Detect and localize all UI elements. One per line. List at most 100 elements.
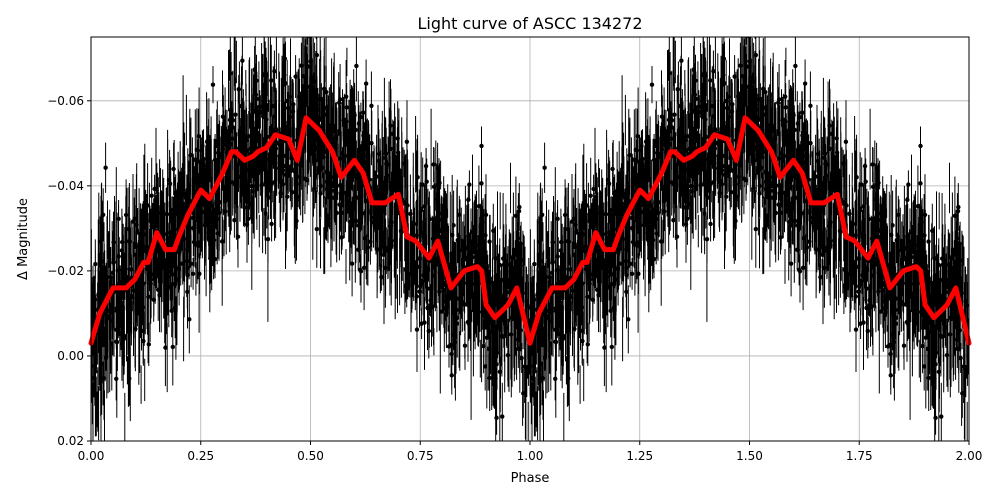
data-point [396,167,401,172]
data-point [184,258,190,264]
data-point [608,308,613,314]
data-point [385,245,391,250]
data-point [957,275,962,280]
data-point [638,148,643,153]
data-point [204,139,210,144]
data-point [542,332,547,337]
data-point [834,179,839,184]
data-point [540,280,546,285]
data-point [249,124,254,130]
data-point [188,261,194,267]
data-point [107,308,112,314]
data-point [558,248,564,253]
data-point [687,146,692,152]
data-point [287,114,293,120]
data-point [653,216,659,222]
data-point [751,138,756,143]
data-point [538,259,544,264]
data-point [146,294,151,300]
data-point [222,198,228,204]
data-point [435,182,441,187]
data-point [790,146,795,152]
data-point [802,81,808,86]
data-point [722,81,727,86]
data-point [953,280,958,285]
data-point [536,349,541,354]
data-point [111,260,116,265]
data-point [209,209,215,214]
data-point [237,174,242,180]
data-point [190,215,196,221]
data-point [823,161,828,167]
data-point [232,217,237,223]
data-point [137,293,142,299]
data-point [254,186,260,192]
data-point [605,177,611,183]
data-point [358,200,363,205]
data-point [626,317,631,322]
data-point [713,127,718,133]
data-point [491,228,496,233]
data-point [299,157,304,163]
data-point [204,163,210,169]
data-point [879,280,885,285]
data-point [687,201,692,207]
data-point [827,146,833,152]
data-point [824,173,829,178]
data-point [697,109,702,115]
data-point [319,165,325,170]
data-point [126,238,132,244]
data-point [339,235,344,240]
data-point [170,272,175,277]
data-point [615,208,621,214]
data-point [818,274,823,280]
data-point [476,203,482,209]
data-point [442,299,448,304]
data-point [692,73,697,79]
data-point [627,152,632,158]
data-point [492,371,497,377]
data-point [673,162,678,168]
data-point [196,133,201,139]
data-point [905,197,910,203]
data-point [314,226,320,232]
data-point [325,179,330,184]
data-point [250,110,256,115]
data-point [484,325,490,330]
data-point [933,415,938,421]
data-point [313,173,318,178]
x-tick-label: 1.50 [736,449,763,463]
data-point [191,225,196,231]
data-point [550,260,555,265]
data-point [760,86,766,92]
data-point [712,166,718,171]
data-point [519,355,524,361]
data-point [722,172,728,177]
data-point [536,294,541,299]
data-point [426,328,431,334]
data-point [133,326,138,332]
data-point [242,165,248,170]
data-point [862,163,868,169]
data-point [678,142,684,147]
data-point [893,307,898,313]
data-point [185,265,190,271]
data-point [451,223,456,228]
data-point [245,148,250,153]
data-point [682,188,688,194]
data-point [720,153,726,159]
data-point [865,328,870,334]
data-point [956,263,962,268]
data-point [389,220,394,225]
data-point [449,351,454,357]
data-point [822,151,827,156]
data-point [617,242,622,247]
model-line [88,115,972,346]
data-point [559,239,564,245]
data-point [223,142,228,148]
data-point [255,130,260,136]
data-point [850,221,856,227]
data-point [554,268,560,273]
data-point [368,239,373,244]
data-point [957,257,963,263]
